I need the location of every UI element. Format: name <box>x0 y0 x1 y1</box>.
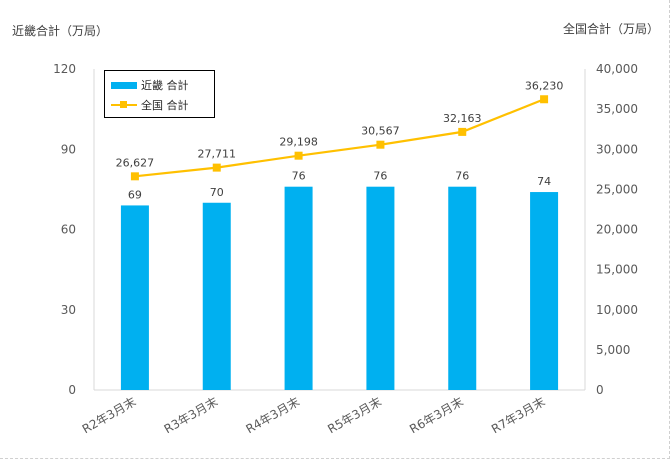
bar-data-label: 76 <box>455 170 469 183</box>
bar <box>530 192 559 390</box>
line-data-label: 36,230 <box>525 79 564 92</box>
legend-label-line: 全国 合計 <box>141 99 189 112</box>
y-left-tick-label: 120 <box>53 62 76 76</box>
x-tick-label: R2年3月末 <box>80 394 139 436</box>
y-axis-left-title: 近畿合計（万局） <box>12 24 109 38</box>
line-series <box>134 98 545 178</box>
bar <box>202 202 231 390</box>
line-data-label: 29,198 <box>279 136 318 149</box>
line-point <box>376 140 385 149</box>
y-left-tick-label: 90 <box>61 142 76 156</box>
x-tick-label: R7年3月末 <box>489 394 548 436</box>
y-right-tick-label: 0 <box>596 383 604 397</box>
y-right-tick-label: 15,000 <box>596 263 638 277</box>
legend-label-bar: 近畿 合計 <box>141 79 189 92</box>
line-data-label: 30,567 <box>361 125 400 138</box>
y-left-tick-label: 30 <box>61 303 76 317</box>
legend-item-bar: 近畿 合計 <box>111 77 189 93</box>
y-right-tick-label: 30,000 <box>596 142 638 156</box>
line-point <box>294 151 303 160</box>
x-tick-label: R5年3月末 <box>325 394 384 436</box>
y-right-tick-label: 10,000 <box>596 303 638 317</box>
x-tick-label: R4年3月末 <box>243 394 302 436</box>
x-tick-label: R3年3月末 <box>162 394 221 436</box>
line-point <box>540 95 549 104</box>
x-tick-label: R6年3月末 <box>407 394 466 436</box>
line-data-label: 32,163 <box>443 112 482 125</box>
bar-data-label: 76 <box>373 170 387 183</box>
y-left-tick-label: 60 <box>61 223 76 237</box>
bar <box>448 186 477 390</box>
bar-data-label: 76 <box>292 170 306 183</box>
bar-data-label: 70 <box>210 186 224 199</box>
y-right-tick-label: 35,000 <box>596 102 638 116</box>
line-data-label: 26,627 <box>116 156 155 169</box>
y-right-tick-label: 25,000 <box>596 182 638 196</box>
y-left-tick-label: 0 <box>68 383 76 397</box>
legend-swatch-line <box>111 100 137 110</box>
bar-data-label: 74 <box>537 175 551 188</box>
bar-data-label: 69 <box>128 188 142 201</box>
legend-item-line: 全国 合計 <box>111 97 189 113</box>
line-point <box>130 172 139 181</box>
line-point <box>212 163 221 172</box>
legend: 近畿 合計 全国 合計 <box>104 70 215 118</box>
line-point <box>458 127 467 136</box>
line-data-label: 27,711 <box>198 148 237 161</box>
bar <box>366 186 395 390</box>
legend-swatch-bar <box>111 81 137 89</box>
y-right-tick-label: 5,000 <box>596 343 630 357</box>
y-axis-right-title: 全国合計（万局） <box>562 22 659 36</box>
y-right-tick-label: 20,000 <box>596 223 638 237</box>
bar <box>284 186 313 390</box>
y-right-tick-label: 40,000 <box>596 62 638 76</box>
bar <box>120 205 149 390</box>
